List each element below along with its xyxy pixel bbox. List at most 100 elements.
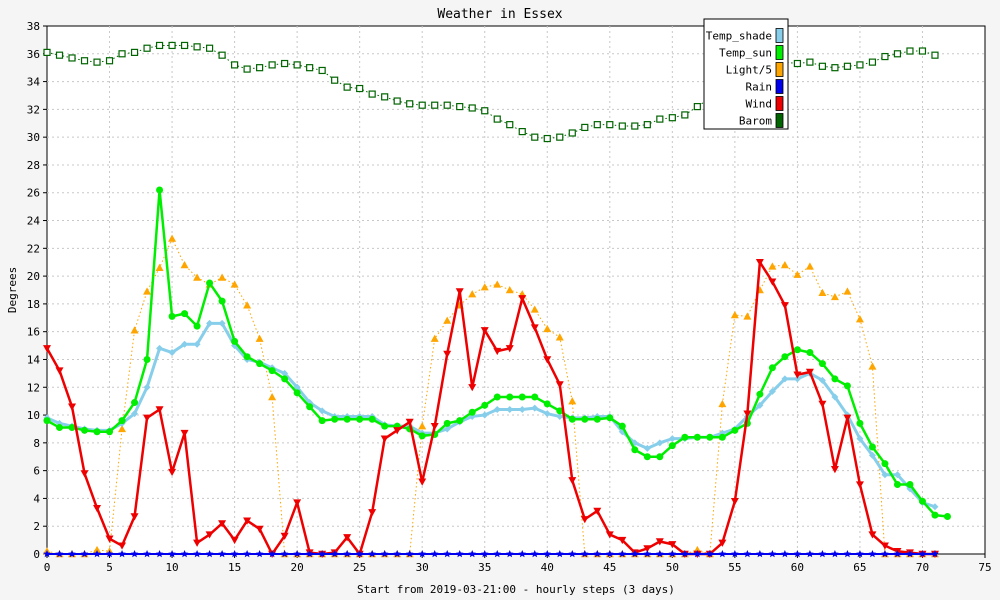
data-point-temp-sun <box>56 424 64 432</box>
data-point-rain <box>105 550 114 558</box>
data-point-rain <box>230 550 239 558</box>
data-point-temp-shade <box>768 387 776 395</box>
data-point-rain <box>756 550 764 558</box>
y-tick-label: 30 <box>27 131 40 144</box>
data-point-rain <box>580 550 589 558</box>
data-point-wind <box>155 406 164 414</box>
x-tick-label: 5 <box>106 561 113 574</box>
data-point-temp-sun <box>293 389 301 397</box>
data-point-temp-sun <box>218 297 226 305</box>
x-tick-label: 20 <box>291 561 304 574</box>
data-point-rain <box>743 550 752 558</box>
data-point-temp-sun <box>593 415 601 423</box>
data-point-wind <box>105 535 114 543</box>
data-point-temp-shade <box>756 401 764 409</box>
data-point-wind <box>293 499 302 507</box>
data-point-wind <box>755 259 764 267</box>
data-point-rain <box>193 550 201 558</box>
data-point-barom <box>256 64 264 72</box>
data-point-temp-sun <box>643 453 651 461</box>
data-point-temp-sun <box>456 417 464 425</box>
data-point-wind <box>493 347 502 356</box>
data-point-temp-sun <box>493 393 501 401</box>
y-tick-label: 24 <box>27 215 41 228</box>
data-point-light-5 <box>543 324 552 333</box>
data-point-temp-sun <box>481 401 489 409</box>
data-point-rain <box>468 550 477 558</box>
data-point-wind <box>43 345 51 353</box>
data-point-wind <box>393 427 402 435</box>
data-point-barom <box>293 61 301 69</box>
legend-swatch <box>775 28 784 43</box>
data-point-wind <box>830 466 839 474</box>
data-point-temp-sun <box>206 279 214 287</box>
x-tick-label: 50 <box>666 561 679 574</box>
data-point-temp-shade <box>531 404 539 412</box>
y-tick-label: 34 <box>27 76 41 89</box>
data-point-temp-sun <box>93 428 101 436</box>
data-point-temp-shade <box>931 503 939 511</box>
ticks: 0 5 10 15 20 25 30 35 40 45 50 55 60 65 70 750246810121… <box>27 20 992 574</box>
data-point-rain <box>393 550 401 558</box>
data-point-barom <box>481 107 489 115</box>
data-point-barom <box>618 122 626 130</box>
data-point-temp-sun <box>556 407 564 415</box>
data-point-barom <box>806 58 814 66</box>
data-point-temp-shade <box>318 407 326 415</box>
data-point-rain <box>718 550 727 558</box>
data-point-rain <box>881 550 889 558</box>
x-tick-label: 30 <box>416 561 429 574</box>
data-point-wind <box>443 350 452 358</box>
data-point-temp-sun <box>368 415 376 423</box>
data-point-barom <box>893 50 902 58</box>
data-point-wind <box>368 509 377 517</box>
data-point-wind <box>480 327 489 335</box>
x-tick-label: 10 <box>165 561 178 574</box>
data-point-temp-shade <box>668 435 676 443</box>
y-tick-label: 12 <box>27 381 40 394</box>
data-point-barom <box>318 66 326 75</box>
data-point-wind <box>405 418 414 426</box>
legend-swatch <box>775 113 784 128</box>
data-point-wind <box>618 536 627 545</box>
data-point-light-5 <box>493 280 502 288</box>
y-tick-label: 20 <box>27 270 40 283</box>
data-point-rain <box>918 550 927 558</box>
data-point-temp-sun <box>381 422 389 430</box>
data-point-wind <box>580 516 589 524</box>
data-point-temp-sun <box>531 393 539 401</box>
x-tick-label: 15 <box>228 561 241 574</box>
data-point-rain <box>693 550 702 558</box>
data-point-light-5 <box>868 362 877 370</box>
data-point-barom <box>868 58 877 66</box>
data-point-wind <box>730 498 739 506</box>
data-point-wind <box>205 531 214 539</box>
data-point-rain <box>343 550 351 558</box>
data-point-temp-shade <box>481 411 489 419</box>
data-point-temp-sun <box>606 414 614 422</box>
legend-label: Wind <box>746 98 773 111</box>
data-point-barom <box>818 62 827 70</box>
data-point-wind <box>68 403 77 411</box>
data-point-temp-sun <box>718 433 726 441</box>
data-point-light-5 <box>255 334 264 342</box>
data-point-barom <box>43 48 51 57</box>
data-point-wind <box>868 531 877 539</box>
data-point-light-5 <box>93 545 102 554</box>
data-point-barom <box>205 44 214 52</box>
data-point-temp-sun <box>43 417 51 425</box>
data-point-temp-shade <box>143 383 151 391</box>
data-point-light-5 <box>743 312 752 320</box>
data-point-wind <box>855 481 864 489</box>
data-point-wind <box>818 400 827 408</box>
data-point-wind <box>468 384 477 392</box>
data-point-light-5 <box>143 287 152 295</box>
data-point-rain <box>856 550 864 558</box>
data-point-barom <box>631 122 639 130</box>
x-tick-label: 60 <box>791 561 804 574</box>
data-point-rain <box>668 550 677 558</box>
data-point-temp-sun <box>356 415 364 423</box>
y-tick-label: 36 <box>27 48 40 61</box>
y-tick-label: 18 <box>27 298 40 311</box>
data-point-rain <box>843 550 852 558</box>
